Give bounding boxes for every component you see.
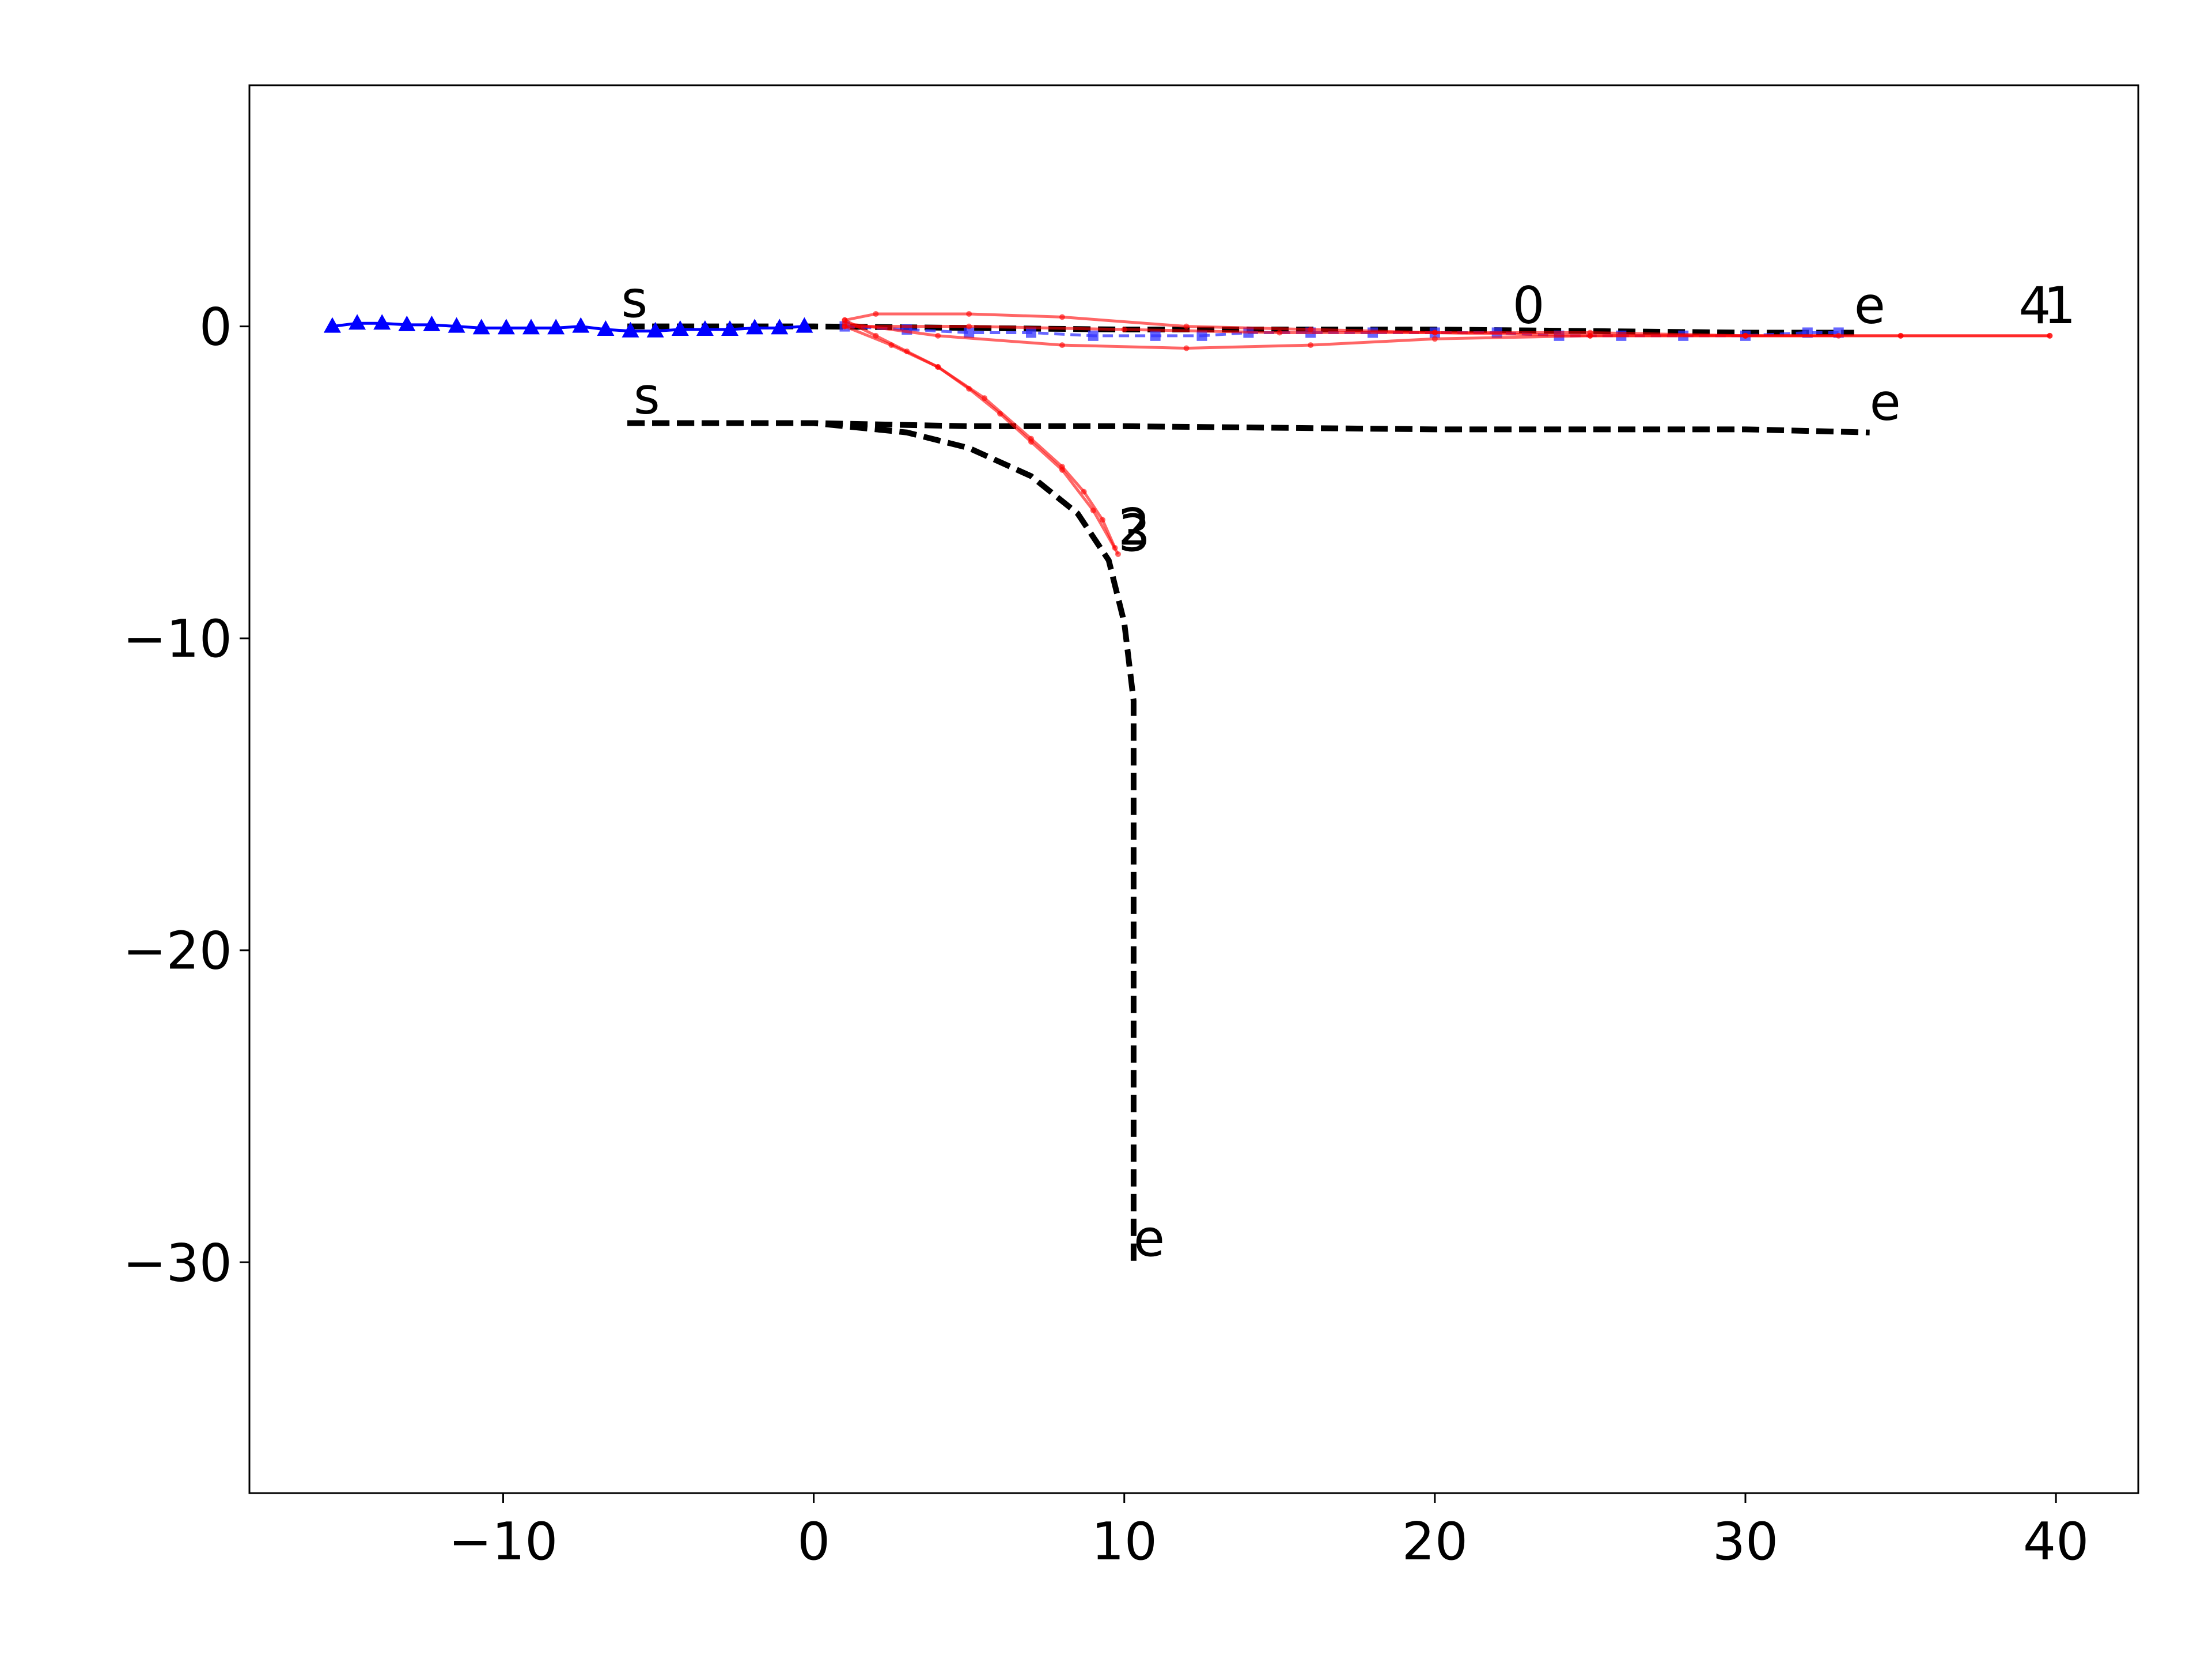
- marker: [873, 310, 879, 317]
- marker: [966, 323, 972, 329]
- series-line: [844, 319, 1120, 555]
- annotation: 0: [1513, 276, 1545, 335]
- marker: [1196, 330, 1207, 341]
- marker: [1742, 332, 1748, 339]
- series-line: [627, 420, 1137, 1263]
- marker: [472, 319, 490, 335]
- x-tick-label: 30: [1713, 1512, 1779, 1572]
- marker: [1025, 327, 1036, 338]
- marker: [1431, 329, 1438, 336]
- marker: [1028, 435, 1034, 442]
- marker: [888, 342, 895, 349]
- marker: [497, 319, 515, 335]
- marker: [1835, 332, 1842, 339]
- marker: [1431, 336, 1438, 342]
- marker: [1277, 329, 1283, 336]
- marker: [2047, 332, 2053, 339]
- marker: [964, 327, 975, 338]
- marker: [842, 317, 848, 323]
- axes-frame: [248, 84, 2139, 1494]
- marker: [1587, 332, 1593, 339]
- marker: [572, 317, 590, 333]
- annotation: 3: [1118, 504, 1150, 563]
- annotation: e: [1134, 1209, 1165, 1268]
- marker: [1183, 345, 1190, 351]
- marker: [349, 314, 366, 330]
- annotation: 1: [2044, 276, 2076, 335]
- marker: [448, 317, 465, 333]
- marker: [622, 321, 639, 338]
- marker: [966, 310, 972, 317]
- marker: [1088, 330, 1099, 341]
- x-tick-label: 0: [797, 1512, 830, 1572]
- marker: [935, 364, 941, 370]
- marker: [696, 320, 714, 336]
- marker: [1099, 517, 1105, 523]
- x-tick-label: −10: [449, 1512, 558, 1572]
- marker: [935, 332, 941, 339]
- marker: [1308, 342, 1314, 349]
- y-tick-label: 0: [199, 297, 232, 358]
- marker: [1897, 332, 1904, 339]
- marker: [1183, 323, 1190, 329]
- marker: [423, 315, 441, 331]
- marker: [796, 317, 813, 333]
- y-tick-label: −20: [123, 921, 232, 982]
- marker: [1059, 314, 1065, 320]
- x-tick-label: 40: [2023, 1512, 2089, 1572]
- marker: [547, 319, 565, 335]
- marker: [323, 317, 341, 333]
- annotation: 4: [2018, 276, 2051, 335]
- marker: [1059, 464, 1065, 470]
- marker: [597, 320, 615, 336]
- marker: [522, 319, 540, 335]
- annotation: e: [1854, 276, 1885, 335]
- annotation: e: [1870, 373, 1901, 432]
- marker: [671, 320, 689, 336]
- plot-area: [323, 310, 2053, 1263]
- marker: [1308, 327, 1314, 333]
- x-tick-label: 10: [1091, 1512, 1157, 1572]
- y-tick-label: −10: [123, 609, 232, 669]
- marker: [982, 395, 988, 402]
- marker: [746, 319, 764, 335]
- series-line: [844, 325, 1839, 338]
- marker: [842, 323, 848, 329]
- y-tick-label: −30: [123, 1233, 232, 1293]
- marker: [1059, 342, 1065, 349]
- marker: [721, 320, 739, 336]
- marker: [1150, 330, 1161, 341]
- marker: [1121, 327, 1127, 333]
- annotation: s: [621, 270, 647, 329]
- series-line: [844, 325, 1116, 549]
- marker: [1112, 545, 1118, 551]
- annotation: 2: [1118, 498, 1150, 557]
- marker: [398, 315, 416, 331]
- marker: [1115, 551, 1121, 557]
- marker: [373, 314, 391, 330]
- x-tick-label: 20: [1402, 1512, 1468, 1572]
- marker: [1081, 488, 1087, 495]
- marker: [771, 319, 789, 335]
- marker: [646, 321, 664, 338]
- annotation: s: [634, 366, 660, 426]
